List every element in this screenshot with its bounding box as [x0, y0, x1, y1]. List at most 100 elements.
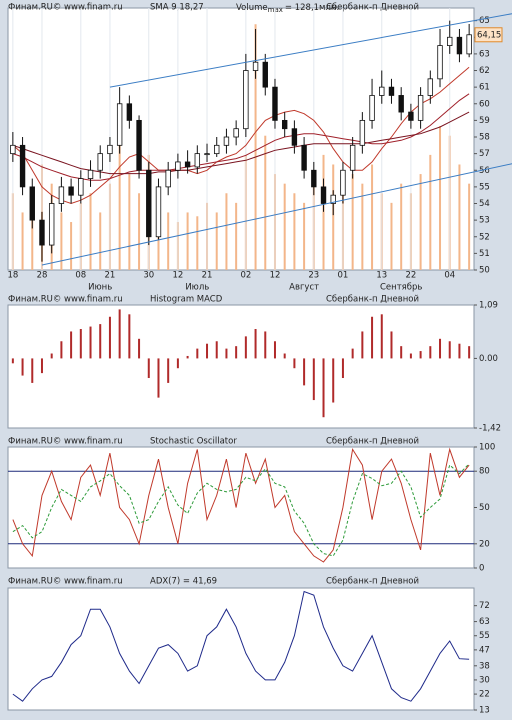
bar	[322, 358, 325, 418]
y-tick-label: 57	[479, 149, 490, 159]
y-tick-label: 59	[479, 116, 490, 126]
y-tick-label: 52	[479, 232, 490, 242]
y-tick-label: 53	[479, 216, 490, 226]
month-label: Август	[289, 283, 319, 293]
candle-body	[349, 144, 356, 171]
x-tick-label: 30	[143, 271, 154, 281]
candle-body	[68, 186, 74, 196]
bar	[283, 353, 286, 359]
volume-bar	[89, 193, 92, 270]
bar	[341, 358, 344, 379]
candle-body	[262, 61, 268, 88]
volume-bar	[303, 202, 306, 270]
bar	[400, 346, 403, 359]
volume-bar	[254, 24, 257, 270]
candle-body	[408, 111, 414, 121]
x-tick-label: 12	[172, 271, 183, 281]
bar	[409, 353, 412, 359]
y-tick-label: 58	[479, 133, 490, 143]
plot-area	[7, 304, 475, 429]
bar	[332, 358, 335, 403]
bar	[167, 358, 170, 383]
bar	[303, 358, 306, 386]
month-label: Сентябрь	[380, 283, 422, 293]
volume-bar	[390, 202, 393, 270]
last-price-box	[474, 27, 503, 43]
candle-body	[417, 95, 424, 121]
trend-line	[109, 13, 512, 88]
volume-bar	[293, 193, 296, 270]
candle-body	[97, 153, 103, 171]
x-tick-label: 13	[376, 271, 387, 281]
bar	[225, 348, 228, 359]
volume-max: = 128,1млн.	[285, 3, 339, 13]
panel-source: Финам.RU© www.finam.ru	[8, 437, 123, 447]
volume-bar	[361, 183, 364, 270]
bar	[468, 346, 471, 359]
bar	[235, 346, 238, 359]
panel-title: Stochastic Oscillator	[150, 437, 237, 447]
y-tick-label: 72	[479, 601, 490, 611]
candle-body	[19, 144, 26, 188]
y-tick-label: 38	[479, 661, 490, 671]
y-tick-label: 50	[479, 266, 490, 276]
series-line	[12, 590, 470, 702]
candle-body	[204, 153, 210, 156]
candle-body	[447, 36, 453, 46]
volume-bar	[322, 154, 325, 270]
panel-instrument: Сбербанк-п Дневной	[326, 437, 419, 447]
candle-body	[369, 95, 375, 121]
bar	[138, 338, 141, 359]
x-tick-label: 04	[444, 271, 455, 281]
candle-body	[126, 103, 133, 121]
x-tick-label: 12	[270, 271, 281, 281]
panel-instrument: Сбербанк-п Дневной	[326, 3, 419, 13]
bar	[128, 314, 131, 359]
panel-title: SMA 9,18,27	[150, 3, 204, 13]
candle-body	[87, 169, 94, 179]
x-tick-label: 08	[75, 271, 86, 281]
y-tick-label: 0.00	[479, 354, 498, 364]
candle-body	[456, 36, 463, 55]
y-tick-label: 60	[479, 99, 490, 109]
x-tick-label: 23	[308, 271, 319, 281]
y-tick-label: 56	[479, 166, 490, 176]
bar	[196, 348, 199, 359]
volume-bar	[400, 183, 403, 270]
volume-bar	[264, 135, 267, 270]
y-tick-label: 30	[479, 675, 490, 685]
candle-body	[184, 161, 191, 168]
volume-title: Volume	[236, 3, 268, 13]
volume-bar	[31, 202, 34, 270]
plot-area	[7, 446, 475, 569]
month-label: Июль	[185, 283, 209, 293]
candle-body	[10, 144, 16, 155]
bar	[176, 358, 179, 369]
volume-bar	[283, 183, 286, 270]
x-tick-label: 01	[338, 271, 349, 281]
y-tick-label: 50	[479, 503, 490, 513]
candle-body	[311, 169, 317, 188]
y-tick-label: 47	[479, 645, 490, 655]
y-tick-label: 0	[479, 564, 484, 574]
bar	[215, 341, 218, 359]
candle-body	[301, 144, 307, 171]
bar	[40, 358, 43, 374]
bar	[429, 346, 432, 359]
candle-body	[58, 186, 65, 204]
volume-bar	[128, 174, 131, 270]
candle-body	[291, 128, 298, 146]
y-tick-label: 80	[479, 467, 490, 477]
bar	[458, 343, 461, 359]
bar	[254, 329, 257, 359]
plot-area	[7, 7, 475, 271]
volume-bar	[351, 174, 354, 270]
volume-bar	[99, 212, 102, 270]
y-tick-label: 55	[479, 631, 490, 641]
panel-instrument: Сбербанк-п Дневной	[326, 295, 419, 305]
bar	[380, 314, 383, 359]
y-tick-label: 63	[479, 49, 490, 59]
bar	[89, 326, 92, 359]
series-line	[12, 447, 470, 563]
volume-bar	[138, 193, 141, 270]
